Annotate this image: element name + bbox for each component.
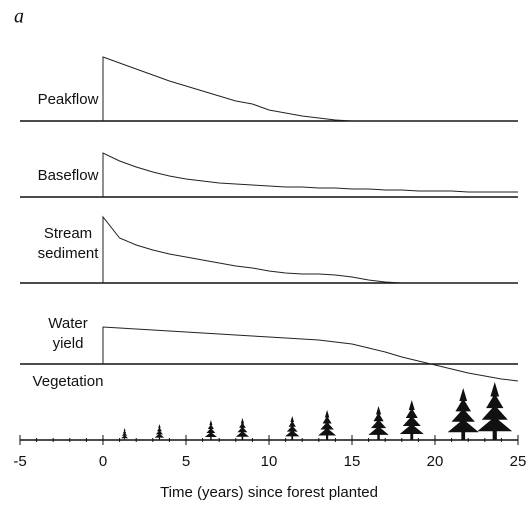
panel-title: Water (48, 315, 87, 332)
x-tick-label: 0 (99, 453, 107, 470)
tree (447, 388, 479, 440)
x-tick-label: 15 (344, 453, 361, 470)
curve (102, 56, 518, 122)
panel-label: a (14, 6, 24, 28)
tree (318, 410, 337, 440)
tree (477, 382, 513, 440)
x-tick-label: -5 (13, 453, 26, 470)
x-tick-label: 20 (427, 453, 444, 470)
tree (285, 416, 300, 440)
x-tick-label: 25 (510, 453, 527, 470)
x-axis-label: Time (years) since forest planted (160, 484, 378, 501)
panel-title: Baseflow (38, 167, 99, 184)
curve (102, 152, 518, 197)
tree (204, 420, 217, 440)
panel-title: yield (53, 335, 84, 352)
tree (399, 400, 424, 440)
x-tick-label: 5 (182, 453, 190, 470)
tree (368, 406, 389, 440)
tree (235, 418, 250, 440)
panel-title: Stream (44, 225, 92, 242)
curve (102, 326, 519, 382)
tree (120, 428, 129, 440)
tree (154, 424, 165, 440)
panel-title: Peakflow (38, 91, 99, 108)
curve (102, 215, 518, 284)
panel-title: Vegetation (33, 373, 104, 390)
panel-title: sediment (38, 245, 100, 262)
x-tick-label: 10 (261, 453, 278, 470)
